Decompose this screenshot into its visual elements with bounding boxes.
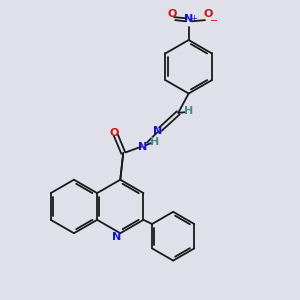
Text: N: N bbox=[138, 142, 147, 152]
Text: H: H bbox=[184, 106, 193, 116]
Text: N: N bbox=[153, 126, 162, 136]
Text: O: O bbox=[168, 9, 177, 19]
Text: −: − bbox=[210, 16, 219, 26]
Text: +: + bbox=[190, 14, 197, 23]
Text: N: N bbox=[184, 14, 193, 24]
Text: O: O bbox=[110, 128, 119, 138]
Text: N: N bbox=[112, 232, 121, 242]
Text: O: O bbox=[203, 9, 213, 19]
Text: H: H bbox=[150, 137, 159, 147]
